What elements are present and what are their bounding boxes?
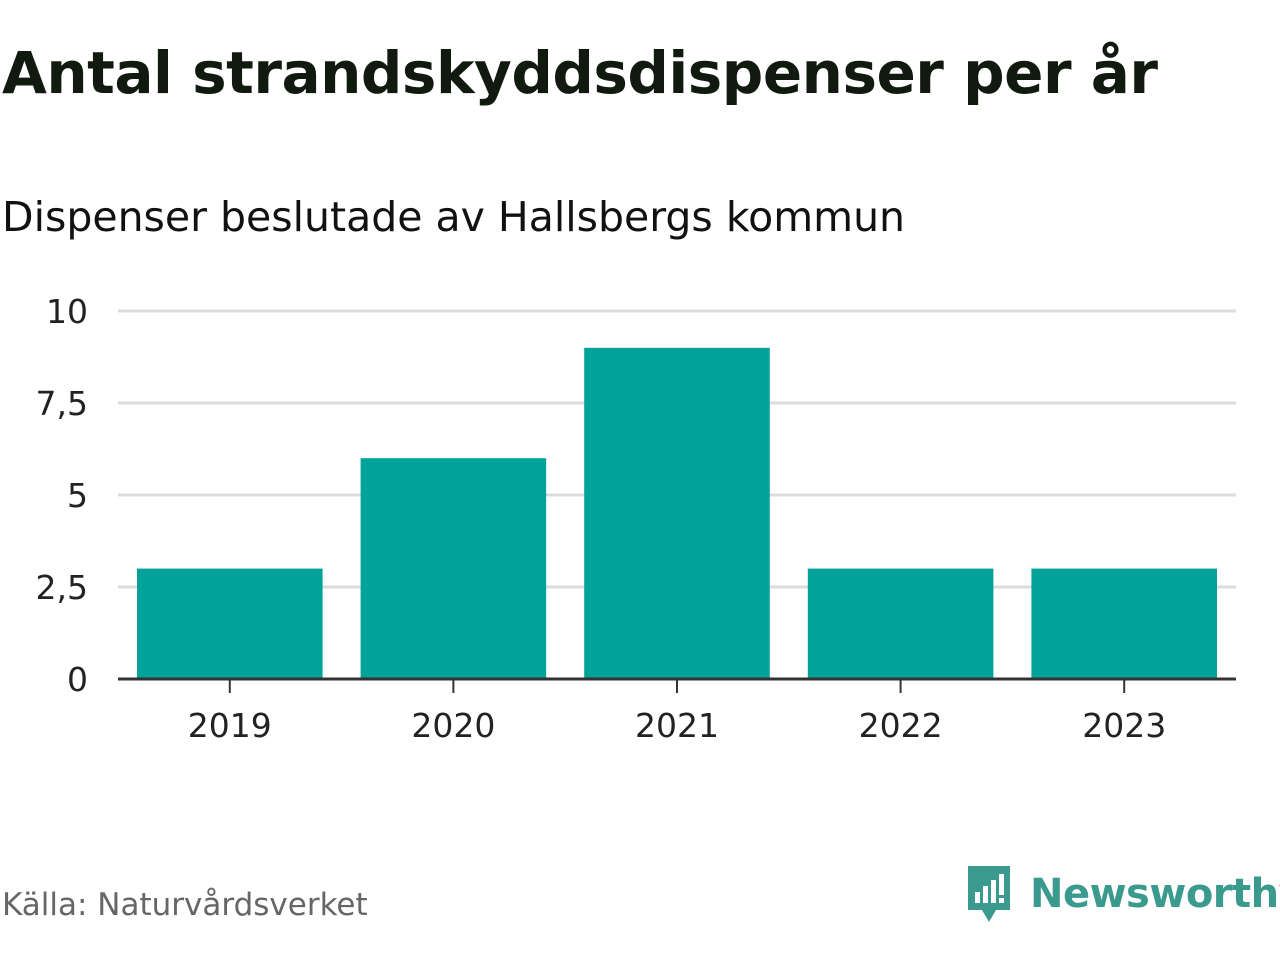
source-note: Källa: Naturvårdsverket [2, 887, 368, 923]
brand-logo: Newsworthy [964, 862, 1280, 926]
y-tick-label: 2,5 [36, 568, 88, 607]
bar [807, 568, 994, 679]
x-tick-label: 2020 [411, 706, 495, 745]
bar [137, 568, 323, 679]
y-tick-label: 0 [67, 660, 88, 699]
chart-subtitle: Dispenser beslutade av Hallsbergs kommun [2, 193, 906, 241]
brand-name: Newsworthy [1030, 871, 1280, 917]
bar [360, 458, 547, 679]
newsworthy-logo-icon [968, 866, 1010, 922]
y-tick-label: 10 [46, 292, 88, 331]
x-tick-label: 2019 [188, 706, 272, 745]
x-tick-label: 2021 [635, 706, 719, 745]
chart-title: Antal strandskyddsdispenser per år [2, 39, 1158, 107]
bar [584, 347, 770, 679]
bar [1031, 568, 1217, 679]
x-tick-label: 2022 [859, 706, 943, 745]
y-tick-label: 7,5 [36, 384, 88, 423]
y-tick-label: 5 [67, 476, 88, 515]
x-tick-label: 2023 [1082, 706, 1166, 745]
